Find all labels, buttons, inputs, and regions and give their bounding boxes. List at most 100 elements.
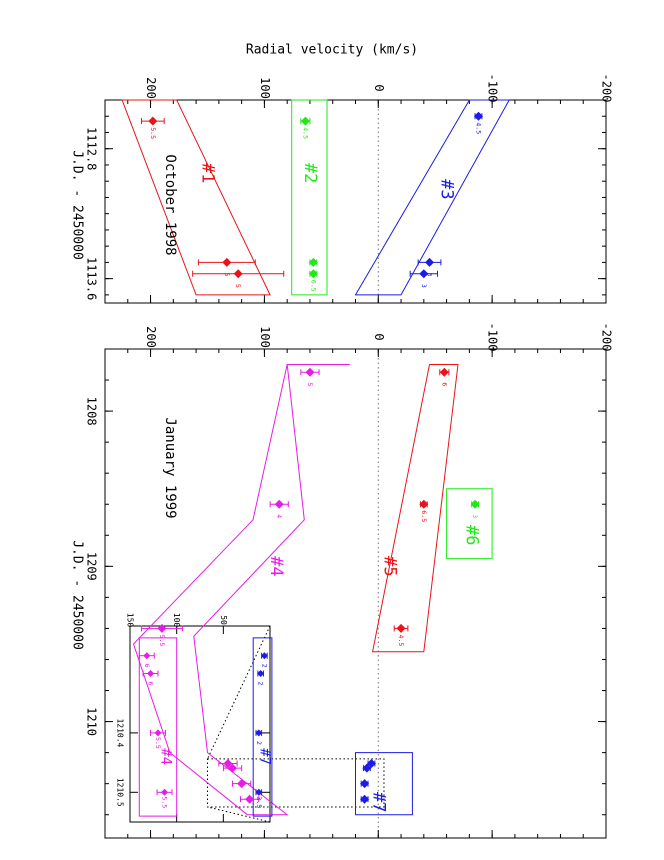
y-tick-label: -100: [486, 74, 500, 103]
data-point: [470, 499, 480, 509]
y-tick-label: 100: [172, 613, 181, 628]
data-point: [154, 729, 162, 737]
group-outline: [121, 99, 271, 296]
x-tick-label: 1210.4: [116, 718, 125, 747]
point-label: 3: [426, 272, 434, 276]
series-label: #7: [368, 792, 388, 812]
series-label: #4: [266, 556, 286, 576]
data-point: [473, 111, 483, 121]
zoom-connector: [207, 625, 271, 760]
data-point: [148, 116, 158, 126]
group-outline: [291, 99, 328, 296]
point-label: 6: [143, 664, 151, 668]
group-outline: [252, 637, 273, 817]
point-label: 6.5: [420, 510, 428, 522]
point-label: 5: [234, 284, 242, 288]
data-point: [222, 257, 232, 267]
series-label: #4: [157, 748, 173, 765]
data-point: [396, 623, 406, 633]
data-point: [439, 367, 449, 377]
data-point: [147, 670, 155, 678]
point-label: 5: [306, 382, 314, 386]
data-point: [161, 788, 169, 796]
point-label: 5.5: [149, 127, 157, 139]
point-label: 2: [260, 664, 268, 668]
point-label: 5.5: [161, 796, 169, 808]
data-point: [274, 499, 284, 509]
point-label: 4.5: [301, 127, 309, 139]
group-outline: [132, 364, 350, 816]
point-label: 5.5: [154, 737, 162, 749]
data-point: [360, 779, 370, 789]
data-point: [419, 499, 429, 509]
y-tick-label: -200: [600, 74, 614, 103]
point-label: 6.5: [309, 280, 317, 292]
y-tick-label: 200: [144, 326, 158, 348]
data-point: [260, 652, 268, 660]
annotation-january: January 1999: [162, 417, 178, 518]
series-label: #2: [300, 163, 320, 183]
x-tick-label: 1112.8: [85, 127, 99, 170]
y-tick-label: -200: [600, 323, 614, 352]
point-label: 2: [255, 741, 263, 745]
series-label: #6: [462, 525, 482, 545]
data-point: [362, 763, 372, 773]
data-point: [305, 367, 315, 377]
data-point: [255, 729, 263, 737]
data-point: [245, 794, 255, 804]
x-tick-label: 1208: [85, 397, 99, 426]
x-tick-label: 1210: [85, 707, 99, 736]
series-label: #5: [380, 556, 400, 576]
data-point: [223, 758, 233, 768]
group-outline: [138, 637, 178, 817]
annotation-october: October 1998: [162, 154, 178, 255]
data-point: [300, 116, 310, 126]
inset-frame: [129, 625, 271, 823]
data-point: [425, 257, 435, 267]
point-label: 3.5: [255, 796, 263, 808]
data-point: [257, 670, 265, 678]
point-label: 4.5: [397, 635, 405, 647]
group-outline: [446, 488, 493, 560]
data-point: [157, 623, 167, 633]
group-outline: [355, 752, 413, 816]
data-point: [228, 763, 238, 773]
data-point: [255, 788, 263, 796]
data-point: [308, 269, 318, 279]
data-point: [360, 794, 370, 804]
group-outline: [354, 99, 511, 296]
series-label: #3: [437, 179, 457, 199]
y-tick-label: 200: [144, 77, 158, 99]
y-tick-label: 0: [372, 84, 386, 91]
data-point: [419, 269, 429, 279]
y-tick-label: 100: [258, 326, 272, 348]
x-tick-label: 1209: [85, 552, 99, 581]
point-label: 6: [309, 272, 317, 276]
point-label: 4: [275, 514, 283, 518]
x-axis-label: J.D. - 2450000: [70, 150, 85, 260]
data-point: [143, 652, 151, 660]
point-label: 6: [440, 382, 448, 386]
y-axis-label: Radial velocity (km/s): [246, 43, 418, 58]
point-label: 4.5: [474, 122, 482, 134]
y-tick-label: -100: [486, 323, 500, 352]
data-point: [237, 779, 247, 789]
data-point: [308, 257, 318, 267]
series-label: #7: [256, 748, 272, 765]
x-tick-label: 1210.5: [116, 778, 125, 807]
y-tick-label: 50: [219, 615, 228, 625]
point-label: 3: [471, 514, 479, 518]
point-label: 5.5: [158, 635, 166, 647]
y-tick-label: 100: [258, 77, 272, 99]
group-outline: [371, 364, 459, 653]
series-label: #1: [197, 163, 217, 183]
point-label: 5: [223, 272, 231, 276]
y-tick-label: 150: [126, 613, 135, 628]
point-label: 3: [420, 284, 428, 288]
point-label: 2: [257, 682, 265, 686]
data-point: [233, 269, 243, 279]
point-label: 6: [147, 682, 155, 686]
y-tick-label: 0: [372, 333, 386, 340]
panel-frame-1: [104, 99, 607, 304]
